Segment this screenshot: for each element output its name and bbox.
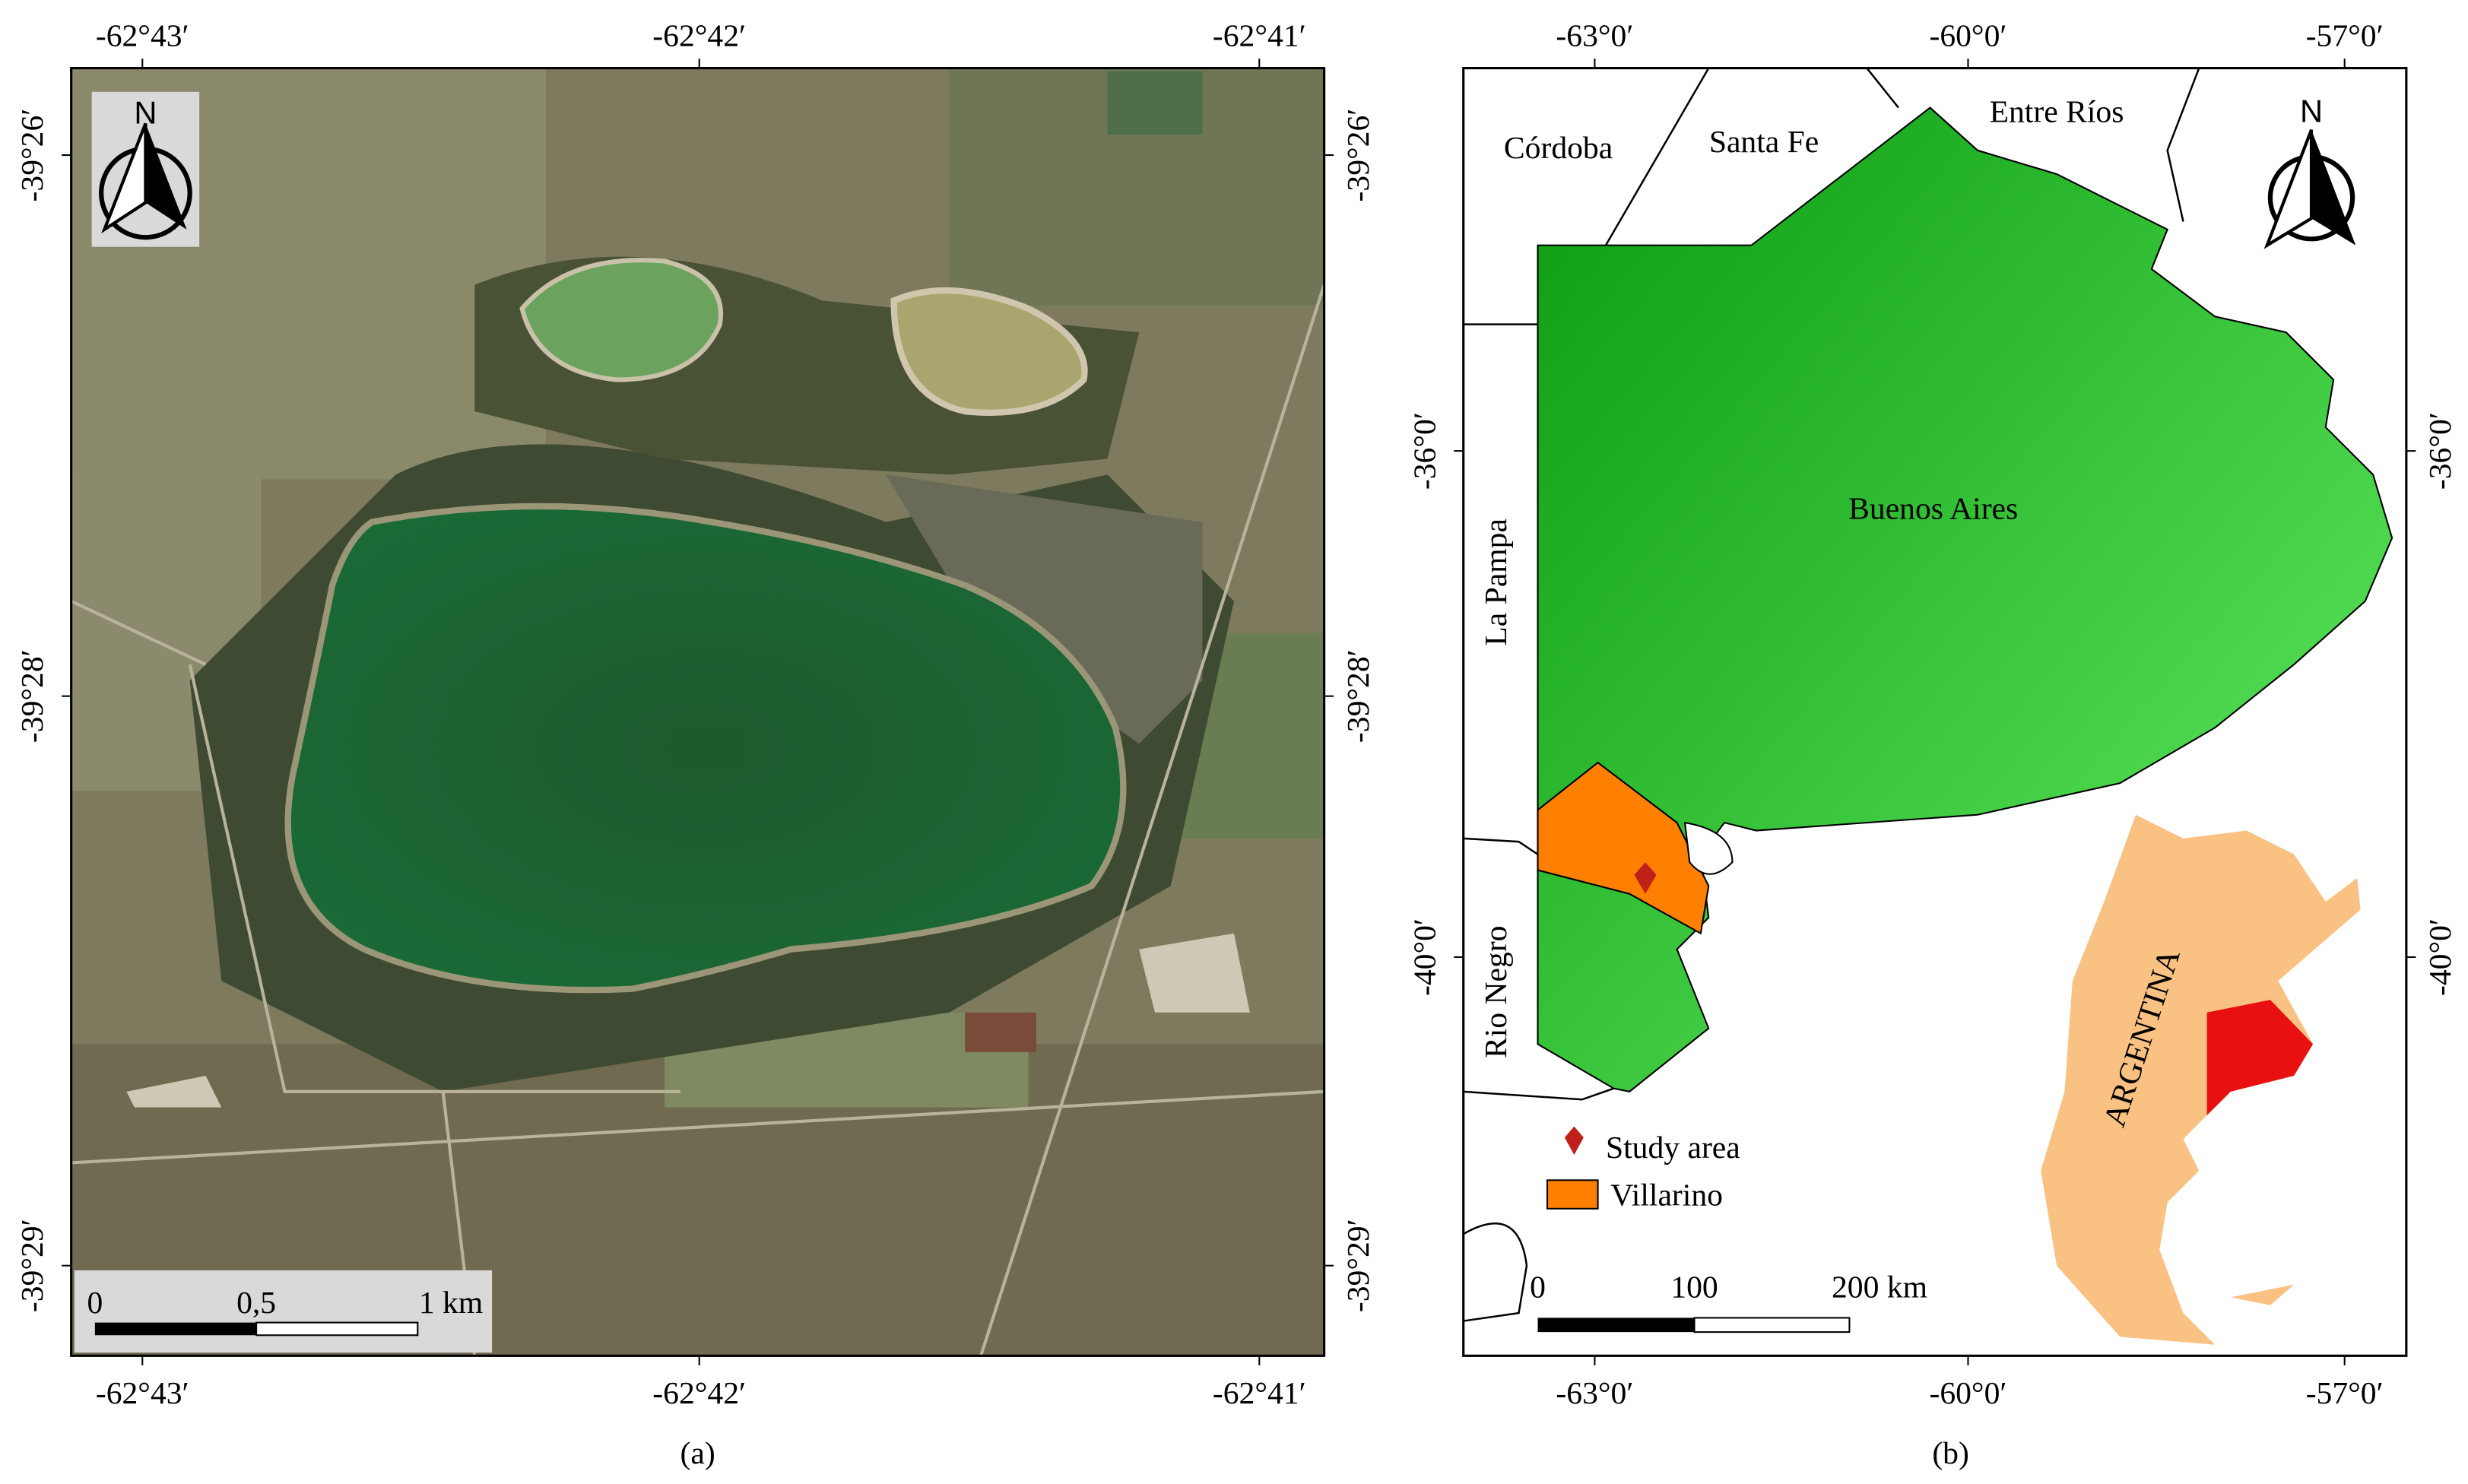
x-tick-label: -62°41′ [1213,18,1306,53]
y-tick-label: -39°26′ [1341,109,1376,202]
province-label: Entre Ríos [1990,94,2124,129]
province-label: Córdoba [1504,131,1613,166]
x-tick-label: -63°0′ [1556,18,1633,53]
legend-label: Villarino [1610,1178,1723,1213]
x-tick-label: -62°43′ [96,18,189,53]
malvinas [2230,1284,2295,1305]
y-tick-label: -39°28′ [15,649,50,743]
scale-label: 100 [1670,1270,1718,1305]
scale-bar: 0 100 200 km [1530,1270,1927,1333]
map-frame [70,67,1326,1357]
scale-label: 0 [87,1286,103,1321]
x-tick-label: -62°42′ [652,1376,746,1411]
x-tick-label: -62°41′ [1213,1376,1306,1411]
x-tick-label: -57°0′ [2306,18,2384,53]
x-tick-label: -60°0′ [1929,18,2006,53]
north-arrow: N [2263,93,2356,249]
north-arrow: N [91,91,200,247]
province-borders [1463,67,2200,1322]
province-label: Rio Negro [1479,926,1514,1059]
province-label: Santa Fe [1709,125,1819,160]
y-tick-label: -40°0′ [2423,918,2458,996]
y-tick-label: -39°29′ [1341,1219,1376,1312]
province-label: La Pampa [1479,518,1514,646]
north-label: N [2300,93,2323,128]
y-tick-label: -39°29′ [15,1219,50,1312]
villarino [1537,761,1710,935]
scale-label: 200 km [1832,1270,1927,1305]
x-tick-label: -60°0′ [1929,1376,2006,1411]
x-tick-label: -57°0′ [2306,1376,2384,1411]
caption: (a) [680,1436,715,1471]
province-label: Buenos Aires [1848,492,2018,527]
legend-label: Study area [1606,1130,1740,1165]
scale-label: 0,5 [236,1286,276,1321]
buenos-aires [1537,106,2393,1092]
inset-buenos-aires [2206,1000,2314,1116]
y-tick-label: -39°26′ [15,109,50,202]
argentina-inset [2041,814,2361,1345]
scale-bar: 0 0,5 1 km [74,1270,493,1353]
map-frame [1462,67,2408,1357]
legend: Study area Villarino [1546,1126,1740,1213]
scale-label: 0 [1530,1270,1546,1305]
study-area-pin [1634,862,1657,894]
x-tick-label: -62°43′ [96,1376,189,1411]
bay [1683,821,1734,875]
scale-label: 1 km [419,1286,483,1321]
satellite-image [71,68,1324,1356]
north-label: N [134,94,157,130]
y-tick-label: -36°0′ [1407,412,1442,490]
x-tick-label: -62°42′ [652,18,746,53]
y-tick-label: -40°0′ [1407,918,1442,996]
y-tick-label: -39°28′ [1341,649,1376,743]
x-tick-label: -63°0′ [1556,1376,1633,1411]
caption: (b) [1932,1436,1969,1471]
y-tick-label: -36°0′ [2423,412,2458,490]
